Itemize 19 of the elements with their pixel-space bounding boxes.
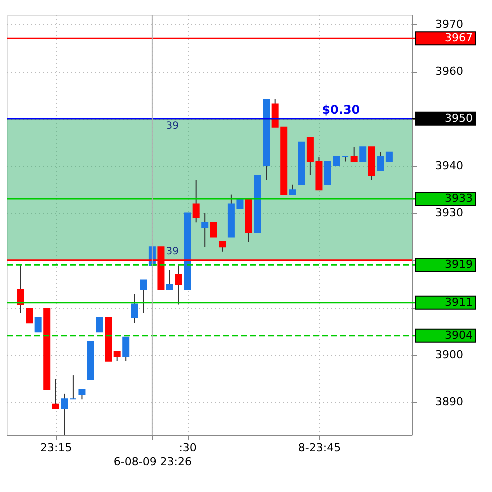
annotation: $0.30	[322, 102, 360, 117]
y-tick-label: 3890	[436, 395, 464, 408]
y-tick-label: 3960	[436, 65, 464, 78]
x-tick-label: :30	[179, 442, 197, 454]
ref-line-label: 3919	[445, 258, 473, 272]
annotation: 39	[166, 246, 179, 258]
annotation: 39	[166, 120, 179, 132]
x-tick-label: 23:15	[40, 442, 72, 454]
y-tick-label: 3930	[436, 206, 464, 220]
ref-line-label: 3933	[445, 192, 473, 206]
y-tick-label: 3970	[436, 18, 464, 31]
x-tick-label: 6-08-09 23:26	[114, 456, 192, 468]
ref-line-label: 3967	[445, 32, 473, 45]
ref-line-label: 3911	[445, 296, 473, 309]
ref-line-label: 3904	[445, 328, 473, 342]
x-tick-label: 8-23:45	[298, 442, 342, 454]
ref-line-label: 3950	[445, 112, 473, 125]
y-tick-label: 3940	[436, 160, 464, 173]
y-tick-label: 3900	[436, 348, 464, 362]
